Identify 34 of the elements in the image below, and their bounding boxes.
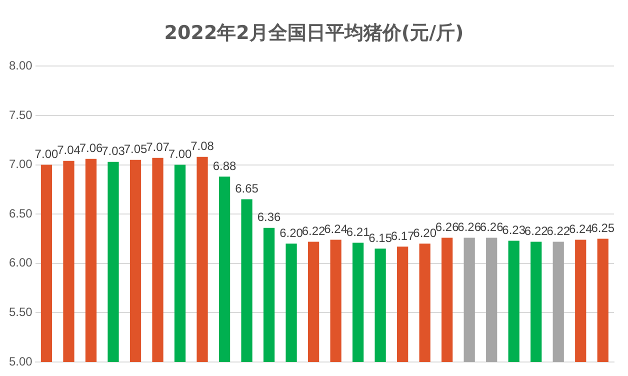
- data-label: 6.22: [546, 224, 570, 238]
- data-label: 6.25: [591, 221, 615, 236]
- data-label: 6.22: [302, 224, 326, 238]
- data-label: 7.06: [79, 141, 103, 156]
- data-label: 6.65: [235, 182, 259, 196]
- data-label: 6.23: [502, 223, 526, 238]
- chart-title: 2022年2月全国日平均猪价(元/斤): [163, 21, 465, 46]
- data-label: 7.04: [57, 143, 81, 158]
- data-label: 7.00: [168, 147, 192, 162]
- data-label: 6.20: [413, 226, 437, 240]
- data-label: 7.05: [124, 142, 148, 156]
- y-tick-label: 7.00: [8, 157, 33, 172]
- y-tick-label: 6.00: [8, 256, 33, 270]
- data-label: 6.22: [524, 224, 548, 238]
- data-label: 6.15: [368, 230, 392, 245]
- data-label: 6.24: [324, 222, 348, 236]
- data-label: 7.00: [34, 147, 58, 162]
- data-label: 6.36: [257, 210, 282, 224]
- y-tick-label: 7.50: [8, 108, 33, 122]
- y-tick-label: 8.00: [8, 58, 33, 73]
- data-label: 6.26: [435, 220, 460, 234]
- data-label: 7.03: [102, 144, 126, 158]
- data-label: 6.26: [458, 220, 482, 234]
- y-tick-label: 5.00: [8, 354, 33, 368]
- y-tick-label: 6.50: [8, 206, 33, 220]
- data-label: 6.21: [346, 225, 370, 240]
- data-label: 7.08: [190, 139, 214, 154]
- data-label: 6.24: [568, 222, 593, 236]
- data-label: 6.17: [390, 228, 415, 243]
- data-label: 6.20: [280, 226, 304, 240]
- y-tick-label: 5.50: [8, 305, 33, 320]
- data-label: 7.07: [146, 140, 170, 154]
- data-label: 6.26: [480, 220, 504, 234]
- data-label: 6.88: [212, 158, 237, 173]
